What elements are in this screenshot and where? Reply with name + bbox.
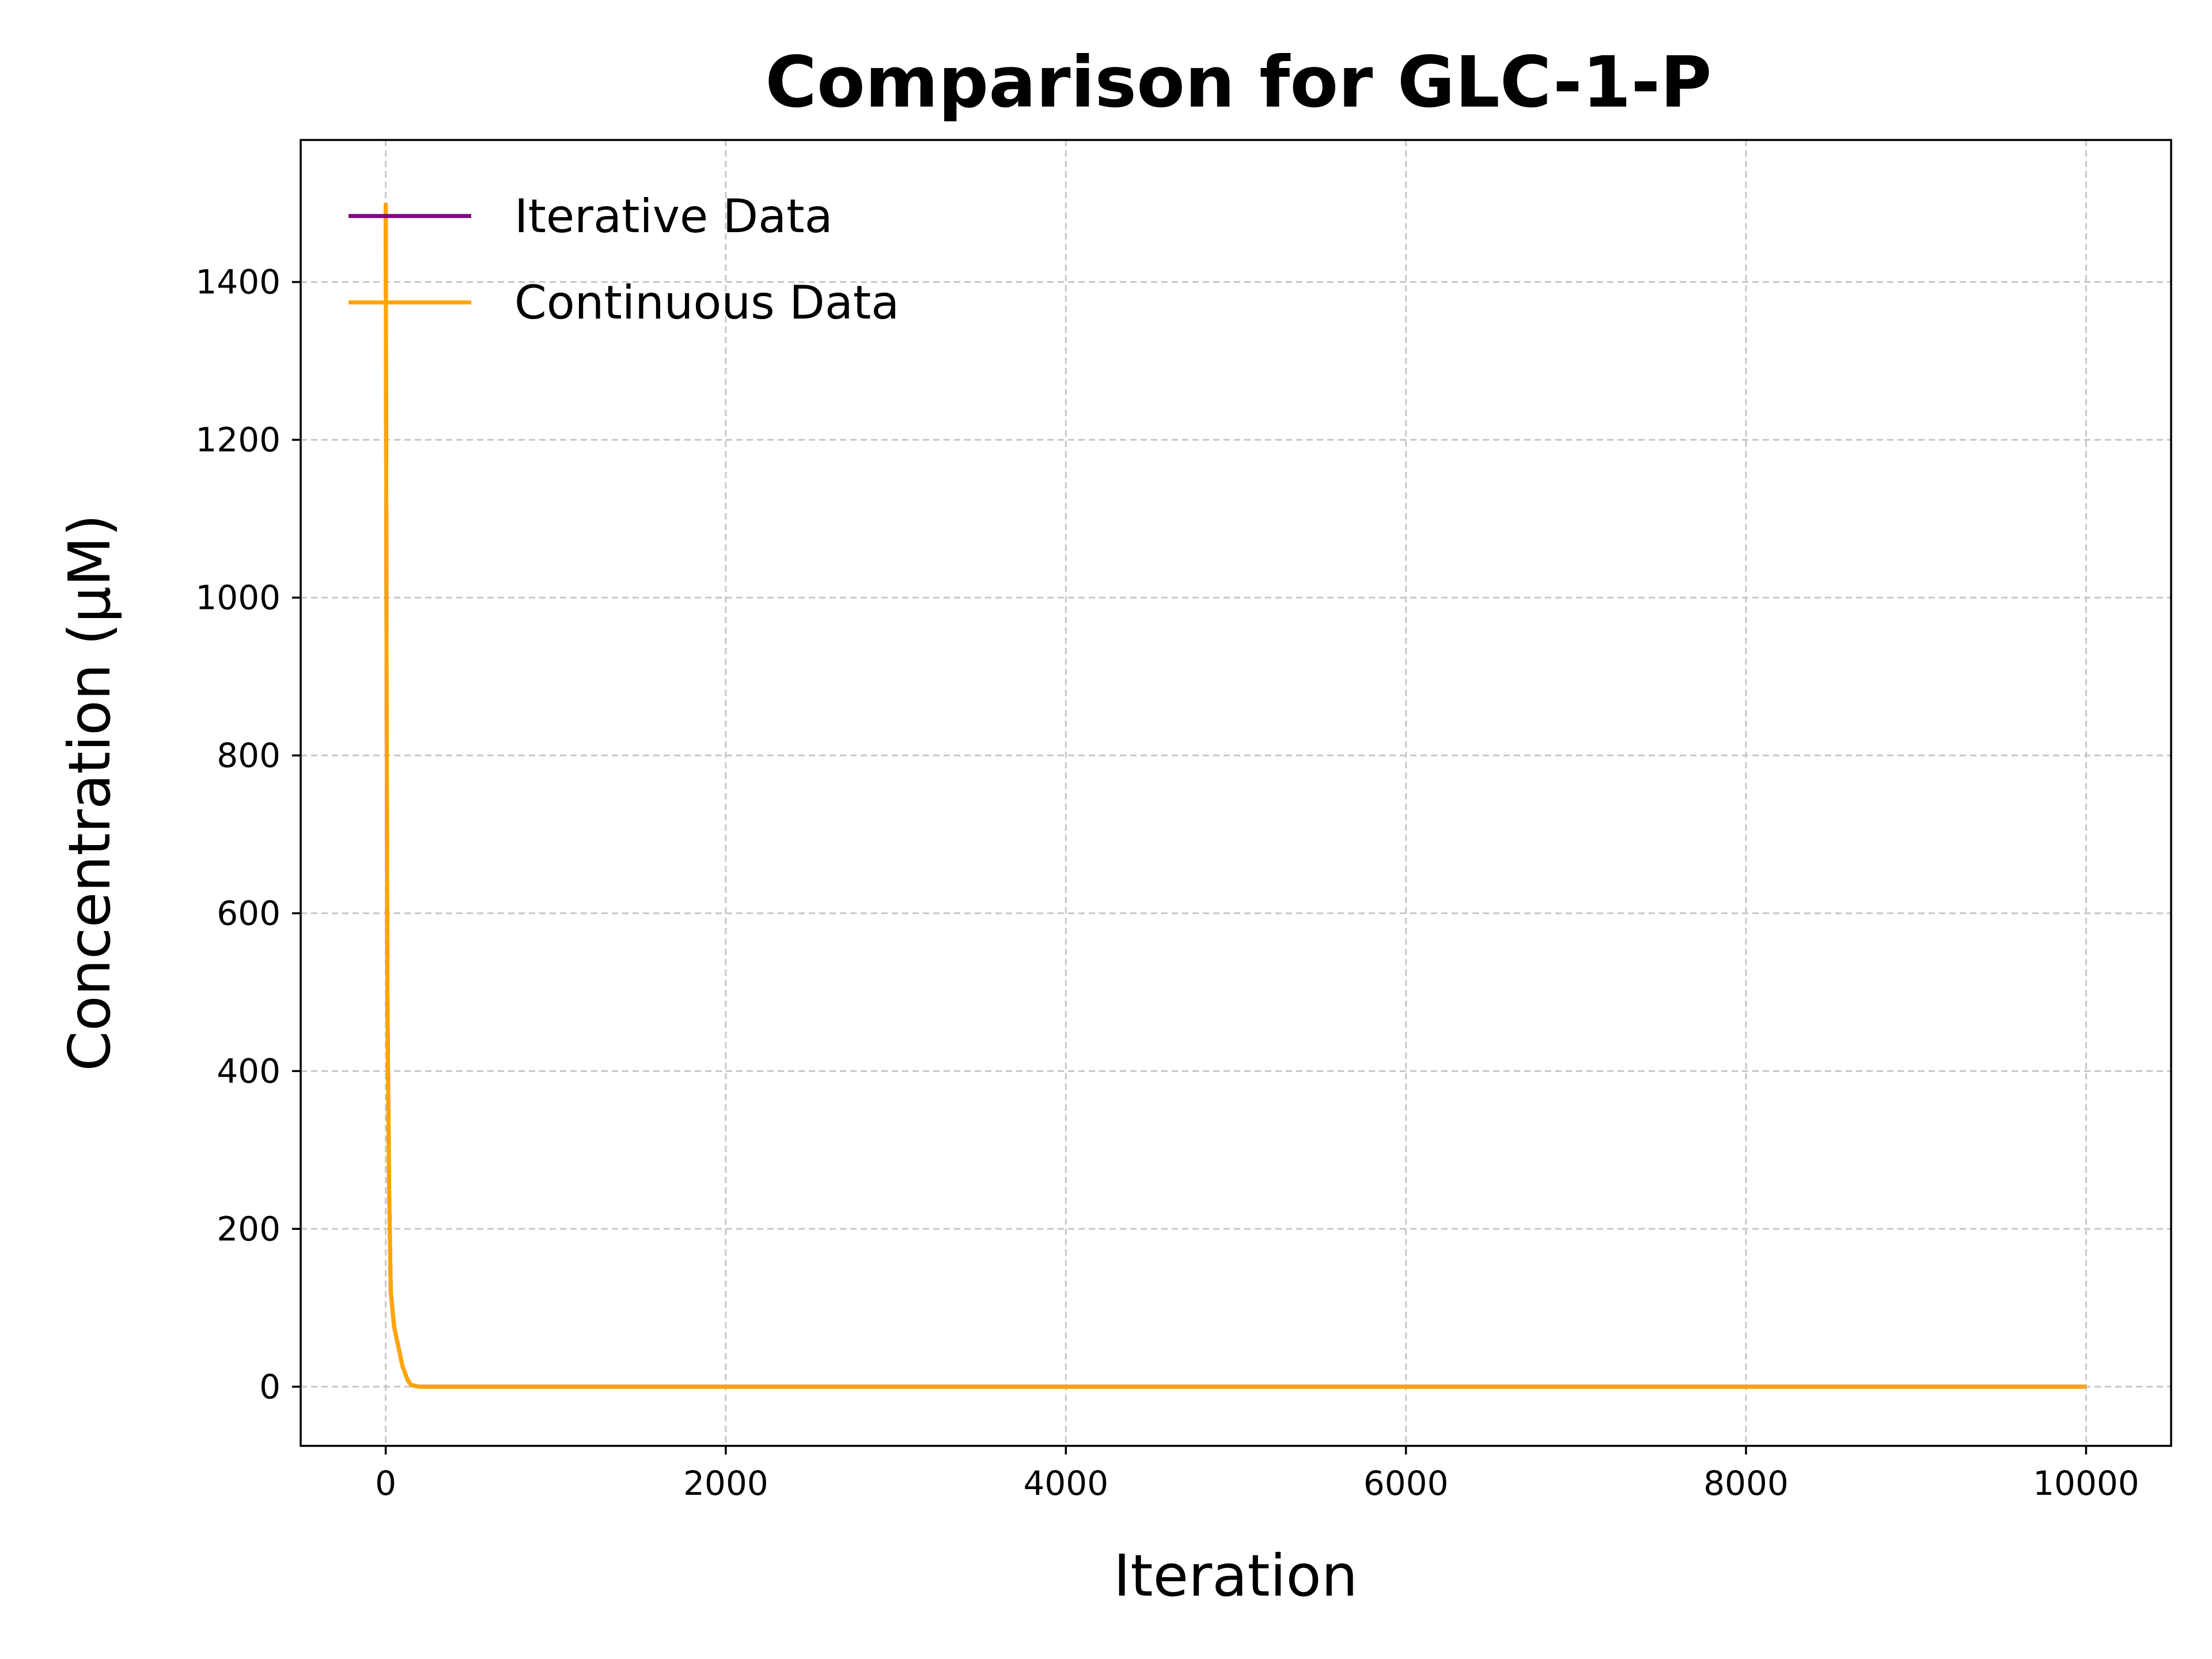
legend: Iterative Data Continuous Data [349,190,899,329]
y-tick-label: 1000 [195,578,281,617]
x-tick-label: 4000 [1024,1464,1109,1503]
plot-frame [300,139,2172,1447]
legend-label-0: Iterative Data [514,190,833,243]
y-tick-label: 600 [217,893,281,933]
series-lines [384,203,2086,1389]
x-tick-label: 10000 [2033,1464,2139,1503]
grid [301,140,2171,1446]
y-tick-label: 400 [217,1051,281,1090]
x-tick-label: 2000 [683,1464,768,1503]
x-tick-label: 0 [375,1464,396,1503]
chart-title: Comparison for GLC-1-P [765,41,1711,123]
y-tick-label: 1400 [195,263,281,302]
series-line-1 [384,203,2086,1389]
y-tick-label: 800 [217,736,281,775]
axis-ticks: 0 2000 4000 6000 8000 10000 0 200 400 600 800 1000 1… [195,263,2139,1503]
y-tick-label: 1200 [195,421,281,460]
x-axis-label: Iteration [1113,1542,1358,1609]
x-tick-label: 6000 [1363,1464,1449,1503]
y-tick-label: 0 [259,1367,281,1406]
legend-label-1: Continuous Data [514,276,899,329]
x-tick-label: 8000 [1703,1464,1789,1503]
y-tick-label: 200 [217,1209,281,1248]
y-axis-label: Concentration (μM) [56,514,123,1071]
